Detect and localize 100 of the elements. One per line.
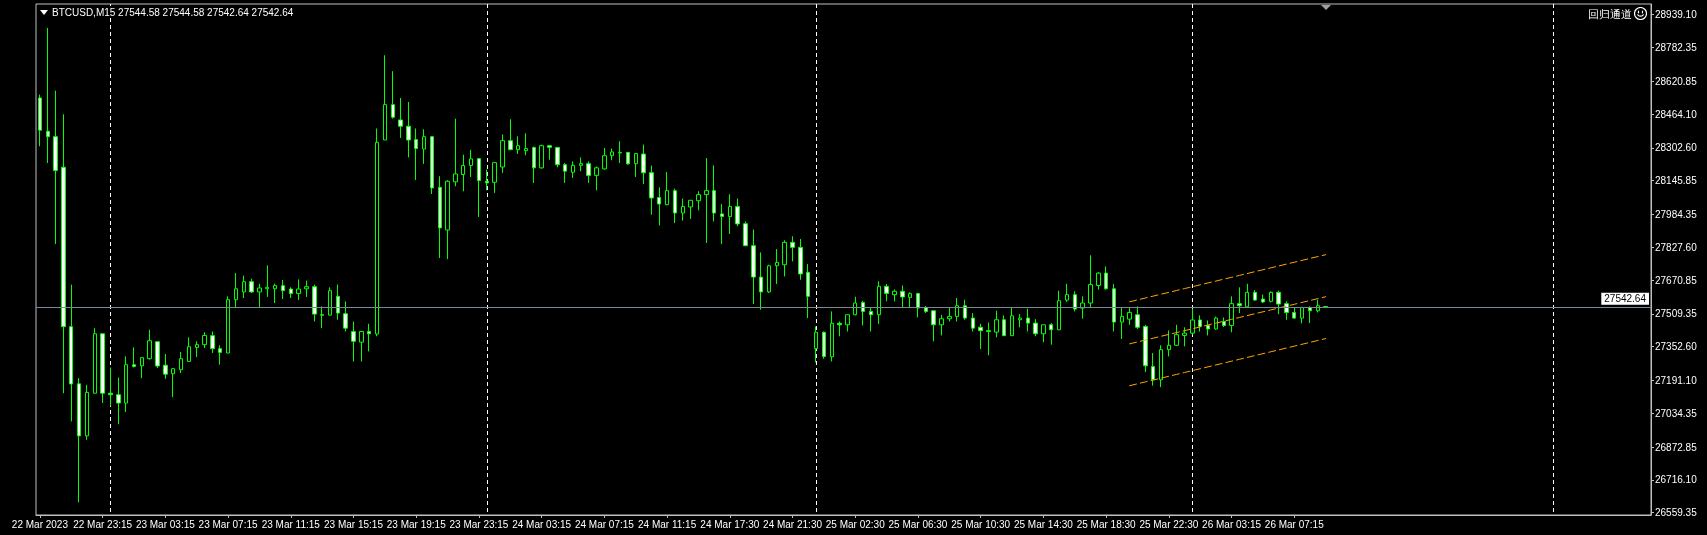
candlestick xyxy=(453,118,458,187)
candlestick xyxy=(759,251,763,311)
candlestick xyxy=(210,330,215,354)
candlestick xyxy=(1065,283,1069,303)
candlestick xyxy=(782,239,787,277)
candlestick xyxy=(469,149,473,178)
y-tick-label: 28464.10 xyxy=(1655,108,1698,120)
candlestick xyxy=(775,248,779,285)
candlestick xyxy=(947,306,952,322)
y-tick-label: 27509.35 xyxy=(1655,308,1698,320)
y-tick-label: 27984.35 xyxy=(1655,208,1698,220)
candlestick xyxy=(414,128,418,181)
candlestick xyxy=(1198,314,1202,332)
x-tick-label: 24 Mar 11:15 xyxy=(638,518,697,530)
candlestick xyxy=(140,357,144,379)
x-tick-label: 24 Mar 17:30 xyxy=(700,518,760,530)
candlestick xyxy=(1049,322,1053,346)
candlestick xyxy=(46,27,50,164)
x-tick-label: 23 Mar 11:15 xyxy=(261,518,321,530)
candlestick xyxy=(187,336,191,362)
candlestick xyxy=(830,310,834,362)
x-tick-label: 22 Mar 2023 xyxy=(11,518,69,530)
x-tick-label: 23 Mar 23:15 xyxy=(449,518,509,530)
candlestick xyxy=(1104,265,1108,291)
candlestick xyxy=(539,144,544,170)
candlestick xyxy=(516,135,520,155)
candlestick xyxy=(1002,314,1006,337)
candlestick xyxy=(242,275,246,299)
candlestick xyxy=(743,220,748,247)
candlestick xyxy=(1276,290,1281,315)
candlestick xyxy=(634,152,638,178)
candlestick xyxy=(77,377,81,503)
candlestick xyxy=(1190,308,1195,336)
candlestick xyxy=(1206,319,1210,336)
candlestick xyxy=(735,198,740,227)
y-tick-label: 26559.35 xyxy=(1655,507,1698,519)
candlestick xyxy=(681,198,685,222)
y-tick-label: 28782.35 xyxy=(1655,41,1698,53)
candlestick xyxy=(1018,313,1022,328)
candlestick xyxy=(281,279,285,300)
y-tick-label: 27191.10 xyxy=(1655,374,1698,386)
candlestick xyxy=(532,146,536,184)
candlestick xyxy=(853,296,857,316)
candlestick xyxy=(430,136,434,195)
candlestick xyxy=(618,140,622,164)
candlestick xyxy=(547,145,552,161)
candlestick xyxy=(312,284,317,322)
candlestick xyxy=(179,351,183,374)
candlestick xyxy=(665,171,669,206)
x-tick-label: 24 Mar 07:15 xyxy=(574,518,635,530)
x-tick-label: 25 Mar 18:30 xyxy=(1076,518,1137,530)
candlestick xyxy=(304,280,309,298)
candlestick xyxy=(1159,344,1163,388)
candlestick xyxy=(720,203,724,245)
candlestick xyxy=(359,330,364,362)
candlestick xyxy=(1026,308,1030,332)
y-tick-label: 27670.85 xyxy=(1655,274,1698,286)
candlestick xyxy=(1229,295,1234,333)
x-tick-label: 25 Mar 22:30 xyxy=(1139,518,1199,530)
candlestick xyxy=(978,323,983,350)
candlestick xyxy=(195,340,199,358)
candlestick xyxy=(53,90,58,245)
candlestick xyxy=(116,377,121,425)
candlestick xyxy=(877,280,881,325)
annotation: 回归通道 xyxy=(1588,7,1632,20)
candlestick xyxy=(571,160,575,179)
candlestick xyxy=(477,158,481,218)
candlestick xyxy=(163,353,168,380)
candlestick xyxy=(1253,289,1257,302)
candlestick xyxy=(320,305,324,329)
candlestick xyxy=(696,190,701,211)
candlestick xyxy=(296,278,301,301)
candlestick xyxy=(1057,290,1061,331)
candlestick xyxy=(461,154,465,192)
candlestick xyxy=(579,156,583,172)
candlestick xyxy=(351,320,356,362)
candlestick xyxy=(1300,306,1304,324)
candlestick xyxy=(202,331,207,349)
candlestick xyxy=(1127,306,1132,326)
candlestick xyxy=(806,263,810,319)
y-tick-label: 27034.35 xyxy=(1655,407,1698,419)
candlestick xyxy=(563,162,567,184)
candlestick xyxy=(155,341,160,369)
candlestick xyxy=(1143,324,1148,373)
candlestick xyxy=(594,165,599,191)
candlestick xyxy=(524,132,528,156)
candlestick xyxy=(649,165,654,216)
candlestick xyxy=(61,113,66,394)
y-tick-label: 28620.85 xyxy=(1655,75,1698,87)
candlestick xyxy=(986,321,991,356)
candlestick xyxy=(1151,352,1155,387)
x-tick-label: 23 Mar 15:15 xyxy=(324,518,384,530)
candlestick xyxy=(900,284,905,308)
candlestick xyxy=(406,101,411,158)
candlestick xyxy=(69,284,73,422)
candlestick xyxy=(688,199,693,220)
line-series xyxy=(1129,338,1327,387)
y-tick-label: 27827.60 xyxy=(1655,241,1698,253)
candlestick xyxy=(124,355,128,413)
candlestick xyxy=(1033,318,1038,337)
